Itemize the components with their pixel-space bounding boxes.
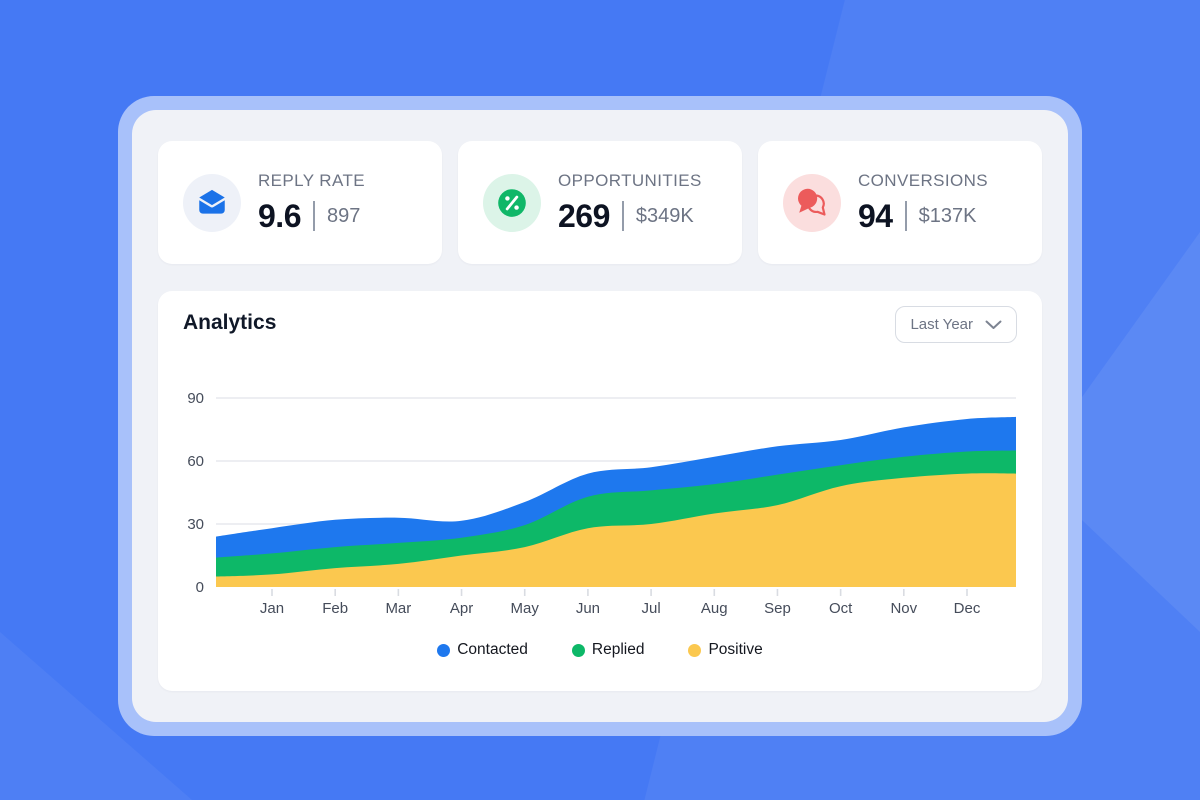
percent-icon: [498, 188, 526, 217]
date-range-dropdown[interactable]: Last Year: [895, 306, 1017, 343]
svg-text:Feb: Feb: [322, 600, 348, 617]
chat-icon: [797, 188, 826, 216]
chart-legend: Contacted Replied Positive: [158, 641, 1042, 659]
stat-value: 269: [558, 197, 610, 234]
stat-value-row: 9.6 897: [258, 198, 365, 235]
stat-secondary-value: 897: [326, 204, 361, 227]
svg-text:Jul: Jul: [641, 600, 660, 617]
stat-secondary-value: $137K: [918, 204, 977, 227]
svg-text:Nov: Nov: [890, 600, 917, 617]
svg-text:Mar: Mar: [385, 600, 411, 617]
stat-card-conversions: CONVERSIONS 94 $137K: [758, 141, 1042, 264]
legend-label: Positive: [708, 641, 763, 658]
stat-value: 9.6: [258, 197, 301, 234]
stat-divider: [312, 201, 315, 231]
svg-text:Jun: Jun: [576, 600, 600, 617]
chat-icon-circle: [783, 173, 841, 232]
stat-value-row: 269 $349K: [558, 198, 702, 235]
stat-value: 94: [858, 197, 893, 234]
area-positive: [216, 473, 1016, 587]
legend-dot: [571, 643, 585, 657]
date-range-value: Last Year: [910, 316, 973, 333]
dashboard-frame: REPLY RATE 9.6 897: [118, 96, 1082, 736]
x-axis-labels: Jan Feb Mar Apr May Jun Jul Aug Sep Oct Nov Dec: [260, 600, 981, 617]
x-axis-ticks: [271, 589, 968, 596]
svg-text:May: May: [511, 600, 540, 617]
stat-label: REPLY RATE: [258, 170, 365, 190]
stat-text: REPLY RATE 9.6 897: [258, 171, 365, 235]
svg-text:30: 30: [187, 516, 204, 533]
stat-label: CONVERSIONS: [858, 170, 989, 190]
svg-text:Oct: Oct: [829, 600, 853, 617]
legend-item-contacted: Contacted: [437, 641, 528, 659]
legend-dot: [688, 643, 702, 657]
percent-icon-circle: [483, 173, 541, 232]
mail-icon-circle: [183, 173, 241, 232]
stats-row: REPLY RATE 9.6 897: [158, 141, 1042, 264]
svg-text:Sep: Sep: [764, 600, 791, 617]
legend-label: Replied: [591, 641, 645, 658]
stat-text: OPPORTUNITIES 269 $349K: [558, 171, 702, 235]
stat-divider: [621, 201, 624, 231]
svg-text:0: 0: [196, 579, 204, 596]
stat-secondary-value: $349K: [635, 204, 694, 227]
chevron-down-icon: [985, 320, 1002, 329]
stat-label: OPPORTUNITIES: [558, 170, 702, 190]
legend-item-replied: Replied: [571, 641, 645, 659]
svg-text:60: 60: [187, 453, 204, 470]
svg-text:90: 90: [187, 390, 204, 407]
analytics-card: Analytics Last Year 0 30 60 90 Jan Feb Mar Apr M…: [158, 291, 1042, 691]
svg-text:Jan: Jan: [260, 600, 284, 617]
legend-label: Contacted: [457, 641, 528, 658]
legend-item-positive: Positive: [688, 641, 763, 659]
mail-icon: [199, 189, 225, 214]
svg-text:Apr: Apr: [450, 600, 473, 617]
chart-svg: 0 30 60 90 Jan Feb Mar Apr May Jun Jul Aug Sep Oct Nov…: [187, 390, 1016, 617]
y-axis-labels: 0 30 60 90: [187, 390, 204, 596]
chart-areas: [216, 416, 1016, 587]
legend-dot: [437, 643, 451, 657]
stat-card-opportunities: OPPORTUNITIES 269 $349K: [458, 141, 742, 264]
analytics-title: Analytics: [183, 311, 277, 334]
stat-text: CONVERSIONS 94 $137K: [858, 171, 988, 235]
stacked-area-chart: 0 30 60 90 Jan Feb Mar Apr May Jun Jul Aug Sep Oct Nov…: [166, 384, 1016, 624]
stat-divider: [904, 201, 907, 231]
stat-value-row: 94 $137K: [858, 198, 988, 235]
dashboard-panel: REPLY RATE 9.6 897: [132, 110, 1068, 722]
stat-card-reply-rate: REPLY RATE 9.6 897: [158, 141, 442, 264]
svg-text:Dec: Dec: [954, 600, 981, 617]
svg-text:Aug: Aug: [701, 600, 728, 617]
